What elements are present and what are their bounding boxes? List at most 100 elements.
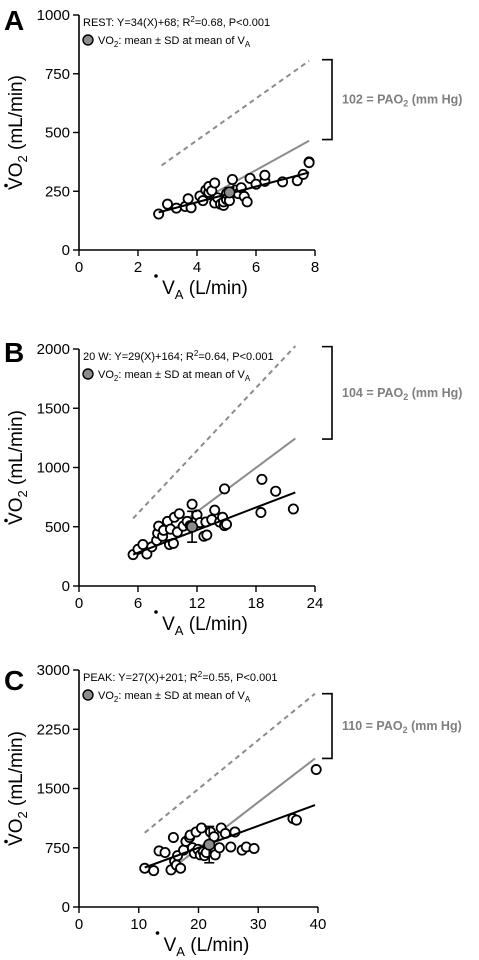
panel-letter: B <box>4 337 24 368</box>
x-tick-label: 2 <box>134 259 142 276</box>
grey-line <box>202 139 310 201</box>
legend-marker <box>82 689 94 701</box>
data-point <box>209 177 221 189</box>
data-point <box>195 822 207 834</box>
y-tick-label: 1500 <box>37 781 70 798</box>
y-axis-title-dot <box>4 839 8 844</box>
x-tick-label: 18 <box>248 595 265 612</box>
pao2-bracket <box>322 345 333 440</box>
x-tick-label: 12 <box>189 595 206 612</box>
y-tick-label: 750 <box>45 840 70 857</box>
data-point <box>167 831 179 843</box>
data-point <box>256 473 268 485</box>
pao2-bracket <box>322 692 333 760</box>
y-tick-label: 0 <box>62 578 70 595</box>
grey-line <box>179 757 316 863</box>
data-point <box>159 846 171 858</box>
y-tick-label: 500 <box>45 519 70 536</box>
data-point <box>287 503 299 515</box>
legend-marker <box>82 368 94 380</box>
y-tick-label: 750 <box>45 66 70 83</box>
data-point <box>255 507 267 519</box>
x-axis-title-dot <box>155 931 160 935</box>
pao2-label: 110 = PAO2 (mm Hg) <box>342 719 462 735</box>
data-point <box>241 196 253 208</box>
chart-panel-a: A 0 250 500 750 1000 0 2 4 6 8 VA (L/min) VO2 (mL/mi… <box>4 5 462 302</box>
regression-annotation: PEAK: Y=27(X)+201; R2=0.55, P<0.001 <box>83 670 277 684</box>
legend-label: VO2: mean ± SD at mean of VA <box>98 35 251 49</box>
data-point <box>182 193 194 205</box>
x-tick-label: 30 <box>250 916 267 933</box>
y-tick-label: 0 <box>62 899 70 916</box>
mean-marker <box>203 838 216 851</box>
data-point <box>290 814 302 826</box>
x-tick-label: 0 <box>75 595 83 612</box>
data-point <box>303 157 315 169</box>
x-tick-label: 40 <box>310 916 327 933</box>
chart-panel-b: B 0 500 1000 1500 2000 0 6 12 18 24 VA (L/min) VO2 (… <box>4 337 462 638</box>
data-point <box>225 841 237 853</box>
data-point <box>219 483 231 495</box>
x-tick-label: 10 <box>130 916 147 933</box>
x-axis-title: VA (L/min) <box>162 614 248 638</box>
x-tick-label: 6 <box>134 595 142 612</box>
y-tick-label: 250 <box>45 183 70 200</box>
data-point <box>248 843 260 855</box>
x-tick-label: 0 <box>75 916 83 933</box>
mean-marker <box>223 186 236 199</box>
legend-label: VO2: mean ± SD at mean of VA <box>98 369 251 383</box>
data-point <box>173 508 185 520</box>
panel-letter: A <box>4 5 24 36</box>
data-point <box>310 764 322 776</box>
pao2-label: 104 = PAO2 (mm Hg) <box>342 386 462 402</box>
panel-letter: C <box>4 665 24 696</box>
x-axis-title: VA (L/min) <box>162 278 248 302</box>
y-tick-label: 0 <box>62 242 70 259</box>
data-point <box>220 518 232 530</box>
regression-annotation: 20 W: Y=29(X)+164; R2=0.64, P<0.001 <box>83 349 274 363</box>
data-point <box>175 862 187 874</box>
y-tick-label: 500 <box>45 125 70 142</box>
legend-marker <box>82 34 94 46</box>
x-tick-label: 20 <box>190 916 207 933</box>
y-tick-label: 2000 <box>37 341 70 358</box>
regression-annotation: REST: Y=34(X)+68; R2=0.68, P<0.001 <box>83 15 270 29</box>
data-point <box>186 498 198 510</box>
x-tick-label: 4 <box>193 259 201 276</box>
x-axis-title: VA (L/min) <box>164 935 250 959</box>
dashed-line <box>161 60 310 167</box>
y-axis-title-dot <box>4 183 8 188</box>
x-tick-label: 0 <box>75 259 83 276</box>
data-point <box>201 529 213 541</box>
regression-line <box>132 491 296 556</box>
dashed-line <box>144 692 316 834</box>
data-point <box>259 169 271 181</box>
legend-label: VO2: mean ± SD at mean of VA <box>98 690 251 704</box>
x-tick-label: 8 <box>311 259 319 276</box>
data-point <box>226 173 238 185</box>
y-tick-label: 2250 <box>37 721 70 738</box>
pao2-bracket <box>322 58 333 141</box>
x-axis-title-dot <box>154 610 158 614</box>
y-tick-label: 1000 <box>37 460 70 477</box>
x-axis-title-dot <box>154 274 158 278</box>
regression-line <box>144 804 316 869</box>
mean-marker <box>186 520 199 533</box>
data-point <box>161 198 173 210</box>
data-point <box>137 539 149 551</box>
y-axis-title: VO2 (mL/min) <box>6 731 30 846</box>
x-tick-label: 6 <box>252 259 260 276</box>
data-point <box>148 865 160 877</box>
dashed-line <box>132 345 297 520</box>
data-point <box>209 504 221 516</box>
data-point <box>139 862 151 874</box>
y-axis-title: VO2 (mL/min) <box>6 75 30 190</box>
y-axis-title-dot <box>4 518 8 523</box>
data-point <box>270 485 282 497</box>
y-tick-label: 1000 <box>37 7 70 24</box>
y-axis-title: VO2 (mL/min) <box>6 410 30 525</box>
data-point <box>213 842 225 854</box>
x-tick-label: 24 <box>307 595 324 612</box>
y-tick-label: 1500 <box>37 400 70 417</box>
